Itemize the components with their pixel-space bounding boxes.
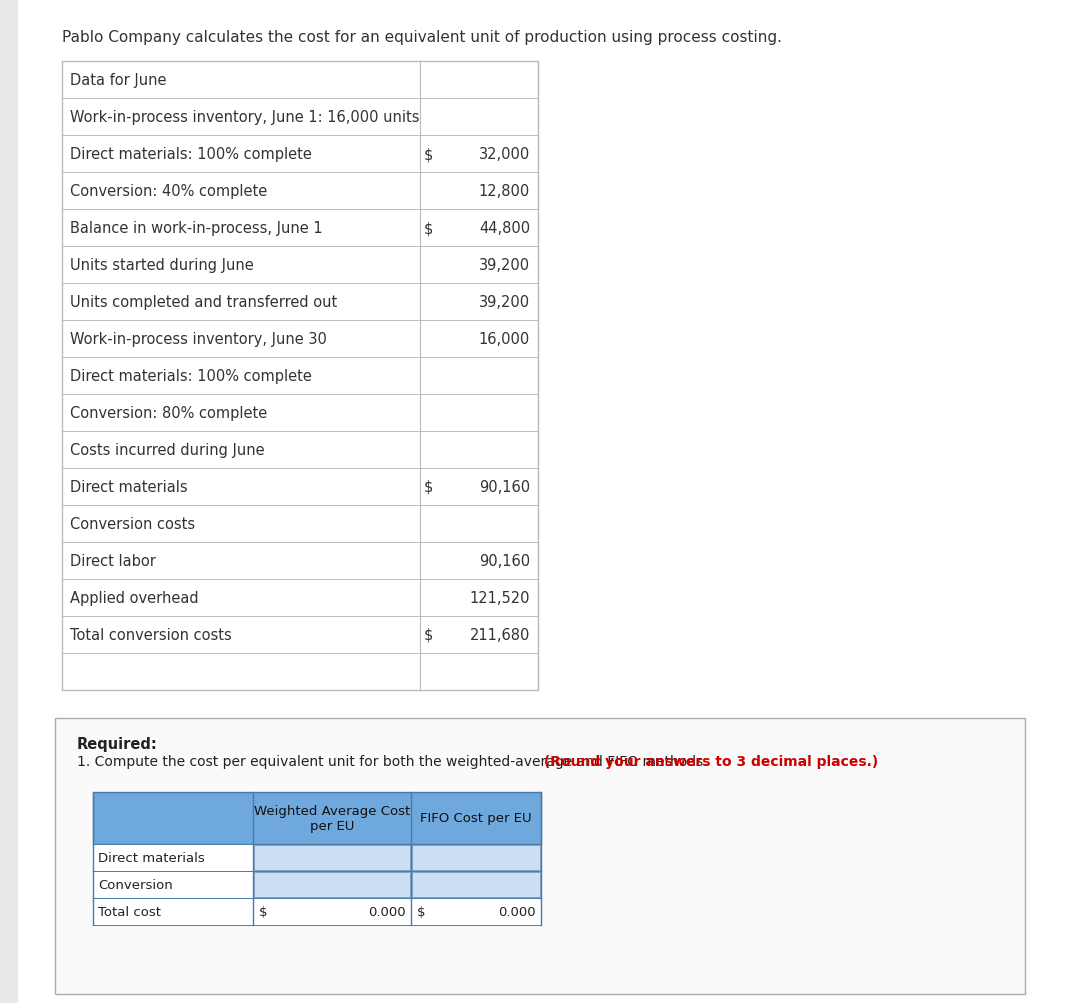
Text: Work-in-process inventory, June 30: Work-in-process inventory, June 30 — [70, 332, 327, 347]
Bar — [93, 792, 541, 845]
Text: Work-in-process inventory, June 1: 16,000 units: Work-in-process inventory, June 1: 16,00… — [70, 110, 419, 125]
Text: 39,200: 39,200 — [478, 295, 530, 310]
Text: Total cost: Total cost — [98, 905, 161, 918]
Text: $: $ — [424, 479, 433, 494]
Text: 0.000: 0.000 — [498, 905, 536, 918]
Bar — [411, 873, 540, 897]
Text: 39,200: 39,200 — [478, 258, 530, 273]
Text: Direct materials: 100% complete: Direct materials: 100% complete — [70, 369, 312, 383]
Text: 32,000: 32,000 — [478, 146, 530, 161]
Text: 90,160: 90,160 — [478, 554, 530, 569]
Text: $: $ — [259, 905, 268, 918]
Bar — [62, 62, 538, 690]
Text: $: $ — [424, 221, 433, 236]
Text: FIFO Cost per EU: FIFO Cost per EU — [420, 811, 531, 824]
Text: Applied overhead: Applied overhead — [70, 591, 199, 606]
Text: Direct labor: Direct labor — [70, 554, 156, 569]
Bar — [254, 846, 410, 871]
Bar — [254, 873, 410, 897]
Text: 90,160: 90,160 — [478, 479, 530, 494]
Text: Direct materials: Direct materials — [98, 852, 205, 865]
Text: Required:: Required: — [77, 736, 158, 751]
Text: Weighted Average Cost
per EU: Weighted Average Cost per EU — [254, 804, 410, 832]
Text: Units completed and transferred out: Units completed and transferred out — [70, 295, 337, 310]
Text: $: $ — [424, 146, 433, 161]
Bar — [93, 898, 541, 925]
Bar — [93, 845, 541, 872]
Text: Conversion: 40% complete: Conversion: 40% complete — [70, 184, 267, 199]
Text: Pablo Company calculates the cost for an equivalent unit of production using pro: Pablo Company calculates the cost for an… — [62, 30, 782, 45]
Bar — [411, 846, 540, 871]
Text: 0.000: 0.000 — [368, 905, 406, 918]
Bar — [93, 872, 541, 898]
Text: Direct materials: Direct materials — [70, 479, 188, 494]
Text: Conversion costs: Conversion costs — [70, 517, 195, 532]
Text: 1. Compute the cost per equivalent unit for both the weighted-average and FIFO m: 1. Compute the cost per equivalent unit … — [77, 754, 707, 768]
Text: 16,000: 16,000 — [478, 332, 530, 347]
Text: 44,800: 44,800 — [478, 221, 530, 236]
Text: 211,680: 211,680 — [470, 627, 530, 642]
Text: Conversion: Conversion — [98, 878, 173, 891]
Bar — [55, 718, 1025, 994]
Text: Direct materials: 100% complete: Direct materials: 100% complete — [70, 146, 312, 161]
Text: 121,520: 121,520 — [470, 591, 530, 606]
Text: $: $ — [424, 627, 433, 642]
Text: Total conversion costs: Total conversion costs — [70, 627, 232, 642]
Text: (Round your answers to 3 decimal places.): (Round your answers to 3 decimal places.… — [539, 754, 878, 768]
Text: Conversion: 80% complete: Conversion: 80% complete — [70, 405, 267, 420]
Text: 12,800: 12,800 — [478, 184, 530, 199]
Text: Units started during June: Units started during June — [70, 258, 254, 273]
Text: Costs incurred during June: Costs incurred during June — [70, 442, 265, 457]
Text: Data for June: Data for June — [70, 73, 166, 88]
Text: Balance in work-in-process, June 1: Balance in work-in-process, June 1 — [70, 221, 323, 236]
Text: $: $ — [417, 905, 426, 918]
